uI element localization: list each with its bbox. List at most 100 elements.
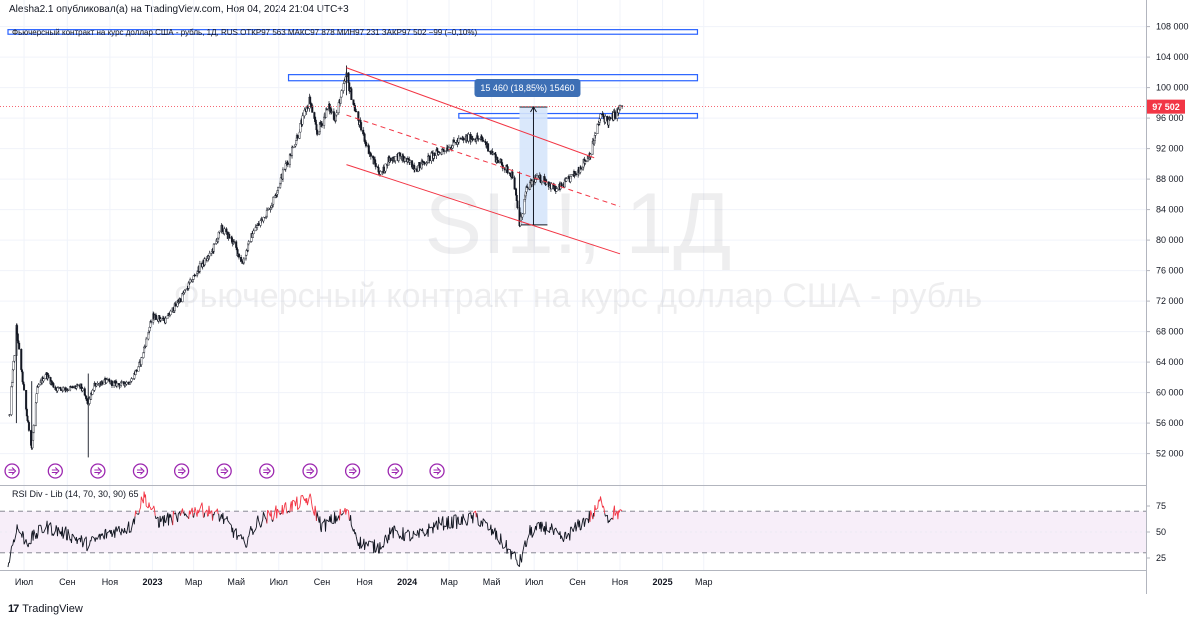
candle-body bbox=[555, 188, 558, 192]
rsi-tick-label: 25 bbox=[1156, 553, 1166, 563]
candle-body bbox=[575, 173, 578, 176]
time-axis-month-label: Ноя bbox=[612, 577, 629, 587]
candle-body bbox=[423, 162, 426, 165]
candle-body bbox=[213, 243, 216, 245]
candle-body bbox=[237, 253, 240, 258]
horizontal-zones[interactable] bbox=[7, 29, 699, 119]
channel-mid-line[interactable] bbox=[346, 114, 621, 208]
candle-body bbox=[47, 374, 50, 378]
candle-body bbox=[296, 135, 299, 139]
candle-body bbox=[404, 157, 407, 162]
channel-upper-line[interactable] bbox=[346, 67, 595, 159]
candle-body bbox=[169, 310, 172, 316]
event-marker-icon[interactable] bbox=[259, 463, 275, 479]
candle-body bbox=[32, 432, 35, 441]
event-marker-icon[interactable] bbox=[387, 463, 403, 479]
price-tick-label: 52 000 bbox=[1156, 449, 1184, 459]
time-axis-month-label: Май bbox=[483, 577, 501, 587]
candle-body bbox=[50, 381, 53, 384]
candle-body bbox=[506, 166, 509, 174]
price-tick-label: 84 000 bbox=[1156, 205, 1184, 215]
candle-body bbox=[513, 177, 516, 190]
candle-body bbox=[408, 160, 411, 163]
last-price-line: 97 502 bbox=[0, 99, 1185, 114]
candle-body bbox=[452, 139, 455, 143]
tradingview-brand-text: TradingView bbox=[22, 603, 83, 615]
candle-body bbox=[194, 274, 197, 277]
candle-body bbox=[96, 383, 99, 385]
candle-body bbox=[516, 200, 519, 208]
candle-body bbox=[25, 408, 28, 417]
candle-body bbox=[384, 163, 387, 172]
price-tick-label: 64 000 bbox=[1156, 357, 1184, 367]
price-tick-label: 56 000 bbox=[1156, 418, 1184, 428]
time-axis-month-label: Июл bbox=[525, 577, 543, 587]
candle-body bbox=[476, 135, 479, 139]
candle-body bbox=[154, 314, 157, 320]
event-marker-icon[interactable] bbox=[4, 463, 20, 479]
candle-body bbox=[267, 207, 270, 210]
candle-body bbox=[614, 111, 617, 119]
candle-body bbox=[85, 395, 88, 400]
candle-body bbox=[8, 414, 11, 416]
candle-body bbox=[428, 155, 431, 162]
candle-body bbox=[20, 349, 23, 370]
resistance-zone[interactable] bbox=[458, 112, 699, 119]
candle-body bbox=[208, 253, 211, 257]
rsi-axis[interactable]: 75 50 25 bbox=[1146, 501, 1166, 563]
candle-body bbox=[306, 106, 309, 109]
candle-body bbox=[18, 342, 21, 350]
time-axis-year-label: 2024 bbox=[397, 577, 417, 587]
event-marker-icon[interactable] bbox=[173, 463, 190, 479]
candle-body bbox=[500, 159, 503, 163]
candle-body bbox=[256, 225, 259, 228]
candle-body bbox=[457, 137, 460, 143]
candle-body bbox=[560, 182, 563, 187]
event-marker-icon[interactable] bbox=[344, 463, 361, 479]
rsi-tick-label: 50 bbox=[1156, 527, 1166, 537]
candle-body bbox=[418, 162, 421, 169]
candle-body bbox=[164, 318, 167, 324]
candle-body bbox=[379, 171, 382, 175]
descending-channel[interactable] bbox=[346, 67, 621, 255]
price-axis[interactable]: 108 000 104 000 100 000 96 000 92 000 88 000 8… bbox=[1146, 22, 1189, 459]
time-axis-month-label: Сен bbox=[59, 577, 76, 587]
candle-body bbox=[150, 321, 153, 323]
time-axis-month-label: Мар bbox=[695, 577, 713, 587]
event-marker-icon[interactable] bbox=[216, 463, 232, 479]
last-price-tag bbox=[1147, 99, 1185, 114]
time-axis-month-label: Ноя bbox=[102, 577, 119, 587]
candle-body bbox=[565, 178, 568, 182]
candle-body bbox=[130, 378, 133, 382]
event-marker-icon[interactable] bbox=[90, 463, 106, 479]
candle-body bbox=[145, 338, 148, 347]
event-marker-icon[interactable] bbox=[47, 463, 63, 479]
time-axis[interactable]: Июл Сен Ноя 2023 Мар Май Июл Сен Ноя 2024 Мар Май Ию… bbox=[15, 577, 713, 587]
candle-body bbox=[120, 381, 123, 383]
candle-body bbox=[487, 143, 490, 152]
candle-body bbox=[286, 162, 289, 165]
resistance-zone[interactable] bbox=[7, 29, 699, 35]
candle-body bbox=[228, 233, 231, 239]
rsi-line-overbought bbox=[134, 491, 623, 526]
candle-body bbox=[159, 318, 162, 321]
event-markers[interactable] bbox=[4, 463, 445, 479]
candle-body bbox=[609, 117, 612, 120]
candle-body bbox=[140, 357, 143, 365]
event-marker-icon[interactable] bbox=[302, 463, 318, 479]
candle-body bbox=[301, 115, 304, 125]
event-marker-icon[interactable] bbox=[132, 463, 149, 479]
candle-body bbox=[526, 186, 529, 188]
event-marker-icon[interactable] bbox=[429, 463, 445, 479]
candle-body bbox=[110, 380, 113, 386]
candle-body bbox=[281, 169, 284, 180]
candle-body bbox=[91, 390, 94, 395]
candlestick-series bbox=[8, 65, 624, 458]
candle-body bbox=[330, 111, 333, 113]
channel-lower-line[interactable] bbox=[346, 164, 621, 255]
candle-body bbox=[355, 110, 358, 113]
candle-body bbox=[394, 156, 397, 161]
candle-body bbox=[492, 153, 495, 155]
tradingview-logo[interactable]: 17 TradingView bbox=[8, 602, 83, 616]
